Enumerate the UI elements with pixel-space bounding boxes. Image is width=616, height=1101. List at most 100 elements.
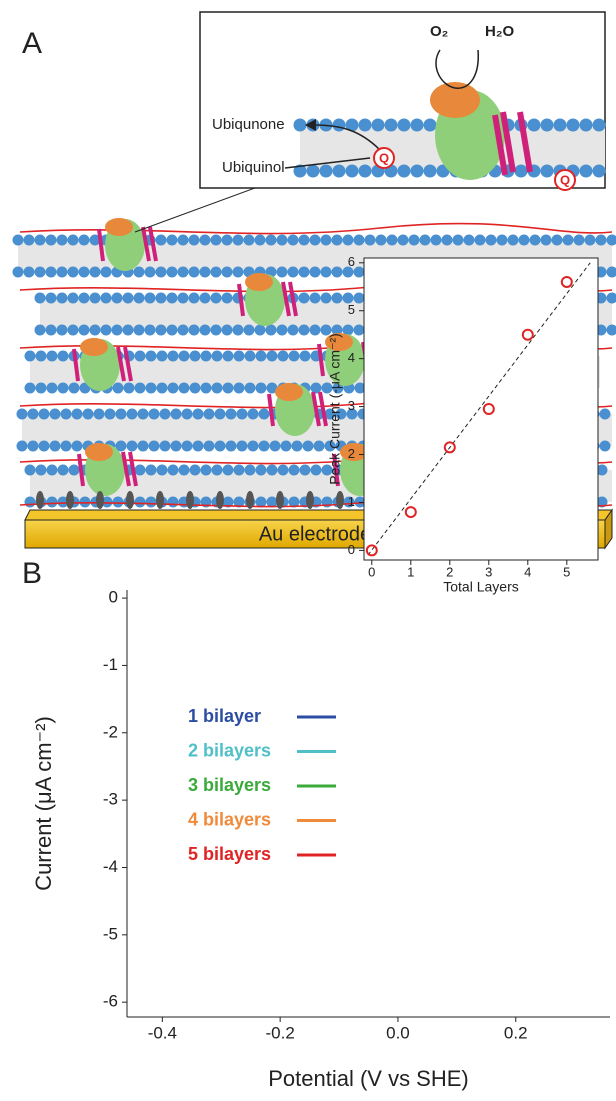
- lipid-head: [204, 409, 215, 420]
- lipid-head: [453, 235, 464, 246]
- lipid-head: [541, 165, 554, 178]
- legend-label: 4 bilayers: [188, 809, 271, 829]
- lipid-head: [123, 293, 134, 304]
- lipid-head: [541, 119, 554, 132]
- lipid-head: [359, 165, 372, 178]
- lipid-head: [204, 441, 215, 452]
- lipid-head: [72, 409, 83, 420]
- lipid-head: [36, 351, 47, 362]
- lipid-head: [292, 441, 303, 452]
- lipid-head: [223, 465, 234, 476]
- lipid-head: [200, 325, 211, 336]
- y-tick-label: 5: [348, 302, 355, 317]
- lipid-head: [182, 409, 193, 420]
- lipid-head: [145, 293, 156, 304]
- lipid-head: [211, 293, 222, 304]
- lipid-head: [17, 441, 28, 452]
- lipid-head: [211, 267, 222, 278]
- lipid-head: [168, 383, 179, 394]
- lipid-head: [244, 235, 255, 246]
- lipid-head: [486, 235, 497, 246]
- lipid-head: [310, 267, 321, 278]
- lipid-head: [178, 235, 189, 246]
- lipid-head: [600, 441, 611, 452]
- lipid-head: [288, 267, 299, 278]
- lipid-head: [411, 119, 424, 132]
- lipid-head: [226, 441, 237, 452]
- lipid-head: [234, 465, 245, 476]
- y-tick-label: 4: [348, 350, 355, 365]
- lipid-head: [233, 235, 244, 246]
- lipid-head: [113, 383, 124, 394]
- lipid-head: [294, 119, 307, 132]
- lipid-head: [179, 351, 190, 362]
- ubiquinone-label: Ubiqunone: [212, 116, 285, 133]
- lipid-head: [299, 267, 310, 278]
- y-tick-label: 3: [348, 398, 355, 413]
- lipid-head: [475, 235, 486, 246]
- lipid-head: [168, 465, 179, 476]
- lipid-head: [25, 497, 36, 508]
- legend-label: 5 bilayers: [188, 844, 271, 864]
- lipid-head: [58, 351, 69, 362]
- lipid-head: [25, 383, 36, 394]
- lipid-head: [256, 465, 267, 476]
- lipid-head: [39, 441, 50, 452]
- lipid-head: [299, 325, 310, 336]
- lipid-head: [343, 235, 354, 246]
- lipid-head: [178, 267, 189, 278]
- lipid-head: [233, 267, 244, 278]
- lipid-head: [354, 293, 365, 304]
- lipid-head: [245, 351, 256, 362]
- lipid-head: [134, 325, 145, 336]
- lipid-head: [35, 267, 46, 278]
- lipid-head: [24, 235, 35, 246]
- x-tick-label: -0.4: [148, 1023, 177, 1042]
- lipid-head: [593, 165, 606, 178]
- sam-molecule: [186, 491, 194, 509]
- lipid-head: [35, 235, 46, 246]
- panel-label: B: [22, 557, 42, 590]
- lipid-head: [145, 325, 156, 336]
- lipid-head: [278, 351, 289, 362]
- lipid-head: [365, 235, 376, 246]
- lipid-head: [113, 497, 124, 508]
- zoom-line: [135, 188, 255, 232]
- lipid-head: [332, 293, 343, 304]
- lipid-head: [123, 325, 134, 336]
- lipid-head: [171, 409, 182, 420]
- lipid-head: [167, 325, 178, 336]
- sam-molecule: [156, 491, 164, 509]
- lipid-head: [46, 325, 57, 336]
- lipid-head: [398, 119, 411, 132]
- lipid-head: [178, 325, 189, 336]
- lipid-head: [237, 409, 248, 420]
- sam-molecule: [216, 491, 224, 509]
- lipid-head: [398, 235, 409, 246]
- lipid-head: [311, 383, 322, 394]
- lipid-head: [160, 409, 171, 420]
- lipid-head: [190, 383, 201, 394]
- lipid-head: [35, 325, 46, 336]
- lipid-head: [138, 409, 149, 420]
- lipid-head: [13, 267, 24, 278]
- lipid-head: [528, 119, 541, 132]
- quinone-label: Q: [560, 172, 570, 187]
- lipid-head: [94, 409, 105, 420]
- y-tick-label: -6: [103, 992, 118, 1011]
- lipid-head: [222, 267, 233, 278]
- lipid-head: [552, 235, 563, 246]
- lipid-head: [25, 465, 36, 476]
- zoom-box: O₂ H₂O Ubiqunone Ubiquinol Q Q: [200, 12, 606, 190]
- lipid-head: [333, 119, 346, 132]
- lipid-head: [277, 235, 288, 246]
- lipid-head: [314, 441, 325, 452]
- lipid-head: [256, 383, 267, 394]
- lipid-head: [17, 409, 28, 420]
- lipid-head: [376, 235, 387, 246]
- x-tick-label: 1: [407, 564, 414, 579]
- lipid-head: [354, 325, 365, 336]
- panel-label: A: [22, 27, 42, 60]
- lipid-head: [332, 267, 343, 278]
- lipid-head: [256, 351, 267, 362]
